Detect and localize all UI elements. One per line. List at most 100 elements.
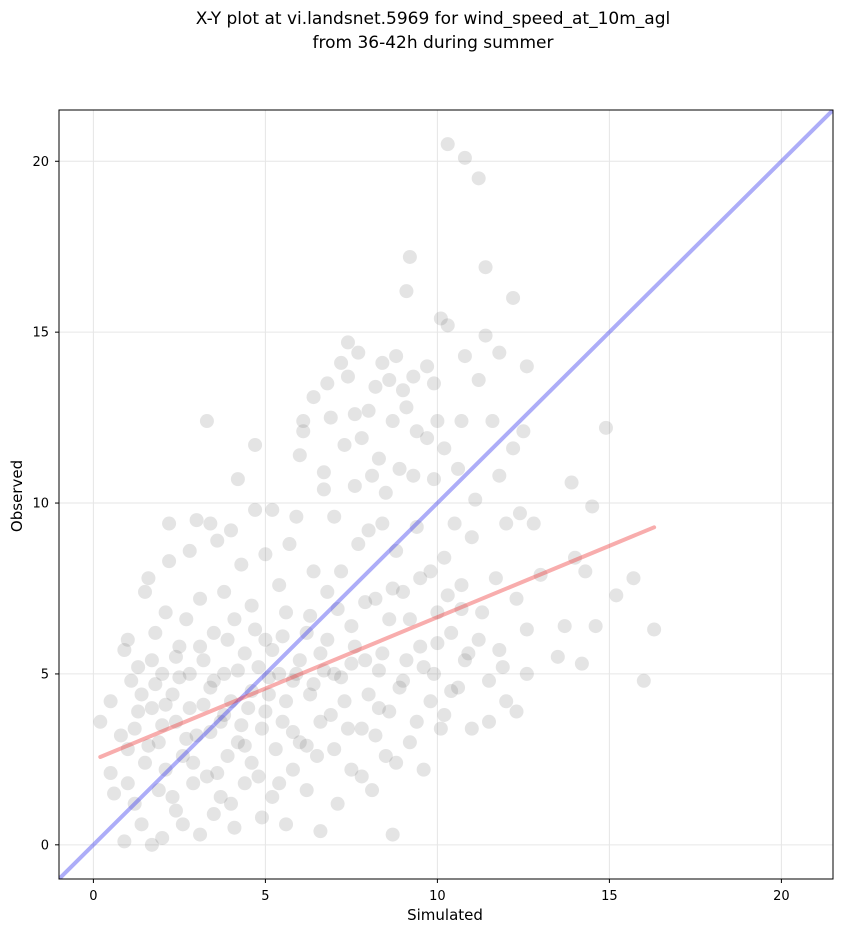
data-point-111 (337, 437, 352, 452)
x-axis-label: Simulated (407, 906, 483, 924)
data-point-89 (296, 414, 311, 429)
data-point-221 (196, 697, 211, 712)
data-point-153 (413, 639, 428, 654)
data-point-34 (179, 612, 194, 627)
data-point-90 (296, 424, 311, 439)
data-point-241 (334, 670, 349, 685)
data-point-289 (426, 666, 441, 681)
data-point-263 (492, 643, 507, 658)
data-point-68 (248, 437, 263, 452)
data-point-264 (499, 694, 514, 709)
data-point-277 (261, 670, 276, 685)
data-point-131 (375, 516, 390, 531)
data-point-116 (347, 407, 362, 422)
data-point-250 (396, 673, 410, 688)
data-point-32 (175, 817, 190, 832)
data-point-232 (272, 776, 287, 791)
data-point-173 (457, 150, 472, 165)
data-point-198 (533, 567, 548, 582)
data-point-31 (172, 639, 187, 654)
data-point-181 (478, 260, 493, 275)
data-point-103 (323, 707, 338, 722)
data-point-10 (127, 796, 142, 811)
data-point-24 (158, 762, 173, 777)
data-point-208 (609, 588, 624, 603)
y-axis-label: Observed (8, 460, 26, 532)
data-point-233 (279, 694, 294, 709)
data-point-166 (440, 137, 455, 152)
data-point-229 (251, 769, 266, 784)
data-point-188 (495, 660, 510, 675)
data-point-140 (389, 349, 404, 364)
data-point-255 (430, 636, 445, 651)
data-point-28 (165, 687, 180, 702)
data-point-139 (389, 543, 404, 558)
data-point-138 (385, 827, 400, 842)
data-point-286 (385, 581, 400, 596)
data-point-163 (433, 721, 448, 736)
data-point-216 (155, 718, 170, 733)
data-point-146 (399, 400, 414, 415)
data-point-282 (330, 601, 345, 616)
data-point-69 (251, 660, 266, 675)
data-point-240 (327, 742, 342, 757)
data-point-197 (526, 516, 541, 531)
data-point-20 (151, 735, 166, 750)
data-point-86 (289, 509, 304, 524)
data-point-18 (144, 837, 159, 852)
data-point-201 (564, 475, 579, 490)
data-point-177 (468, 492, 483, 507)
data-point-184 (485, 414, 500, 429)
data-point-236 (299, 738, 314, 753)
data-point-150 (406, 369, 421, 384)
data-point-58 (227, 612, 242, 627)
data-point-134 (378, 485, 393, 500)
data-point-220 (186, 755, 201, 770)
data-point-143 (396, 383, 410, 398)
y-tick-label-4: 20 (32, 155, 49, 170)
data-point-11 (127, 721, 142, 736)
data-point-142 (392, 461, 407, 476)
data-point-189 (499, 516, 514, 531)
data-point-148 (402, 735, 417, 750)
data-point-49 (210, 533, 225, 548)
data-point-50 (213, 714, 228, 729)
data-point-238 (313, 714, 328, 729)
data-point-106 (327, 509, 342, 524)
data-point-176 (464, 530, 479, 545)
data-point-135 (382, 612, 397, 627)
data-point-26 (162, 554, 177, 569)
data-point-274 (220, 632, 235, 647)
data-point-122 (358, 653, 373, 668)
data-point-60 (230, 735, 245, 750)
data-point-243 (347, 639, 362, 654)
data-point-279 (289, 666, 304, 681)
data-point-114 (344, 619, 359, 634)
data-point-9 (124, 673, 139, 688)
data-point-269 (158, 697, 173, 712)
data-point-5 (117, 643, 132, 658)
data-point-14 (138, 755, 152, 770)
data-point-212 (120, 776, 135, 791)
plot-frame (58, 109, 834, 880)
data-point-280 (303, 608, 318, 623)
data-point-257 (444, 625, 459, 640)
data-point-190 (506, 290, 521, 305)
data-point-209 (626, 571, 641, 586)
data-point-182 (478, 328, 493, 343)
data-point-33 (175, 748, 190, 763)
x-tick-label-1: 5 (261, 889, 269, 904)
data-point-78 (272, 578, 287, 593)
data-point-227 (237, 738, 252, 753)
x-tick-label-4: 20 (773, 889, 790, 904)
data-point-61 (234, 557, 249, 572)
data-point-228 (244, 684, 259, 699)
data-point-186 (492, 345, 507, 360)
data-point-169 (447, 516, 462, 531)
data-point-8 (120, 742, 135, 757)
data-point-268 (144, 653, 159, 668)
data-point-191 (506, 441, 521, 456)
data-point-291 (454, 601, 469, 616)
data-point-128 (368, 379, 383, 394)
